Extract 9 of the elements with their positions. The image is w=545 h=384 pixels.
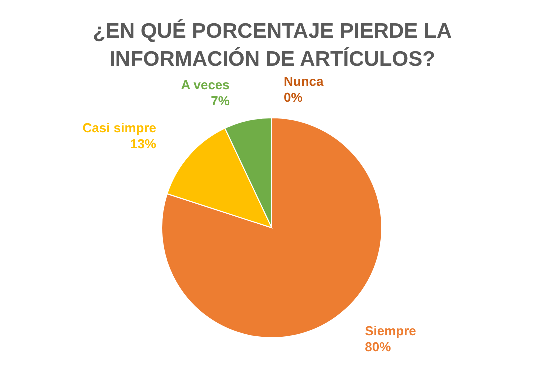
slice-label: Siempre bbox=[365, 324, 416, 339]
data-label: 13% bbox=[130, 136, 157, 152]
data-label: 7% bbox=[211, 93, 230, 108]
text: 0% bbox=[284, 90, 303, 105]
category-label: Nunca bbox=[284, 74, 324, 89]
data-label: 80% bbox=[365, 340, 392, 355]
slice-label: Casi simpre bbox=[82, 120, 156, 136]
chart-title: ¿EN QUÉ PORCENTAJE PIERDE LA INFORMACIÓN DE ARTÍCULOS? bbox=[93, 19, 452, 71]
slice-label: A veces bbox=[181, 77, 230, 92]
